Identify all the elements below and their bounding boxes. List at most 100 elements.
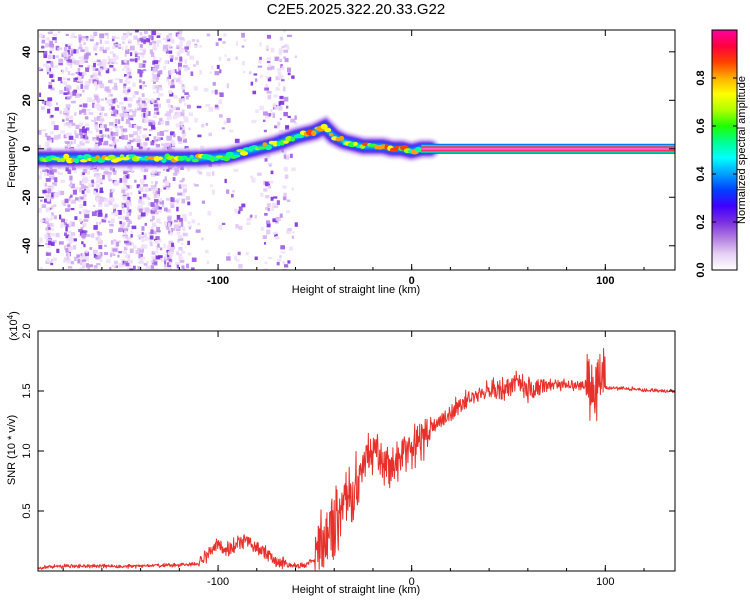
spectrogram-ridge-blob — [185, 157, 191, 162]
spectrogram-speckle-cell — [82, 176, 88, 182]
spectrogram-speckle-cell — [57, 47, 63, 50]
spectrogram-speckle-cell — [109, 51, 114, 54]
spectrogram-speckle-cell — [112, 168, 115, 172]
spectrogram-speckle-cell — [107, 55, 110, 60]
spectrogram-speckle-cell — [274, 125, 279, 129]
spectrogram-speckle-cell — [119, 178, 123, 183]
spectrogram-speckle-cell — [65, 121, 70, 126]
spectrogram-speckle-cell — [108, 107, 112, 111]
spectrogram-speckle-cell — [52, 182, 57, 186]
spectrogram-speckle-cell — [96, 263, 101, 266]
spectrogram-speckle-cell — [88, 183, 92, 188]
spectrogram-speckle-cell — [276, 218, 281, 221]
spectrogram-speckle-cell — [110, 240, 114, 245]
spectrogram-speckle-cell — [115, 110, 119, 115]
spectrogram-speckle-cell — [70, 141, 73, 145]
spectrogram-speckle-cell — [270, 196, 274, 201]
spectrogram-speckle-cell — [156, 35, 161, 38]
spectrogram-speckle-cell — [159, 70, 163, 75]
spectrogram-speckle-cell — [280, 251, 286, 254]
spectrogram-speckle-cell — [66, 252, 70, 258]
spectrogram-speckle-cell — [286, 199, 291, 202]
spectrogram-speckle-cell — [78, 211, 82, 214]
spectrogram-speckle-cell — [246, 218, 252, 222]
spectrogram-speckle-cell — [79, 77, 82, 82]
spectrogram-speckle-cell — [163, 207, 168, 212]
spectrogram-speckle-cell — [116, 242, 120, 247]
spectrogram-speckle-cell — [283, 154, 287, 159]
colorbar-label: Normalized spectral amplitude — [736, 76, 748, 224]
spectrogram-speckle-cell — [60, 179, 65, 183]
spectrogram-speckle-cell — [169, 256, 172, 261]
spectrogram-speckle-cell — [179, 56, 183, 62]
spectrogram-speckle-cell — [206, 172, 211, 177]
spectrogram-speckle-cell — [150, 260, 153, 266]
spectrogram-speckle-cell — [155, 143, 161, 148]
spectrogram-speckle-cell — [179, 46, 182, 51]
spectrogram-speckle-cell — [278, 129, 284, 133]
spectrogram-speckle-cell — [83, 135, 88, 140]
spectrogram-speckle-cell — [70, 62, 75, 65]
spectrogram-speckle-cell — [93, 190, 97, 195]
spectrogram-speckle-cell — [101, 62, 107, 67]
spectrogram-speckle-cell — [84, 251, 89, 256]
spectrogram-speckle-cell — [79, 128, 84, 133]
spectrogram-speckle-cell — [118, 44, 122, 48]
spectrogram-speckle-cell — [176, 46, 180, 49]
spectrogram-speckle-cell — [155, 236, 160, 240]
snr-panel: -100 0 100 0.5 1.0 1.5 2.0 Height of straight… — [6, 311, 676, 596]
spectrogram-speckle-cell — [89, 247, 93, 250]
spectrogram-speckle-cell — [166, 35, 170, 40]
spectrogram-speckle-cell — [78, 34, 82, 40]
spectrogram-speckle-cell — [54, 257, 57, 262]
spectrogram-speckle-cell — [258, 59, 262, 64]
spectrogram-speckle-cell — [94, 77, 99, 81]
spectrogram-speckle-cell — [92, 99, 96, 103]
spectrogram-speckle-cell — [147, 197, 151, 201]
spectrogram-speckle-cell — [142, 244, 148, 249]
spectrogram-speckle-cell — [113, 240, 116, 245]
spectrogram-speckle-cell — [168, 135, 172, 141]
spectrogram-speckle-cell — [154, 199, 159, 203]
spectrogram-speckle-cell — [278, 50, 283, 56]
spectrogram-speckle-cell — [46, 232, 51, 238]
spectrogram-speckle-cell — [214, 105, 220, 110]
spectrogram-speckle-cell — [138, 208, 143, 213]
spectrogram-speckle-cell — [153, 211, 159, 215]
spectrogram-speckle-cell — [52, 55, 56, 59]
spectrogram-speckle-cell — [150, 185, 155, 190]
spectrogram-speckle-cell — [55, 55, 60, 58]
spectrogram-speckle-cell — [279, 255, 282, 259]
spectrogram-speckle-cell — [181, 250, 185, 254]
spectrogram-speckle-cell — [168, 240, 173, 245]
spectrogram-speckle-cell — [60, 130, 65, 134]
spectrogram-speckle-cell — [234, 255, 238, 261]
spectrogram-speckle-cell — [177, 76, 182, 80]
spectrogram-speckle-cell — [176, 71, 181, 75]
spectrogram-speckle-cell — [70, 194, 73, 198]
spectrogram-speckle-cell — [186, 263, 190, 269]
spectrogram-speckle-cell — [79, 218, 82, 223]
spectrogram-ridge-blob — [264, 144, 272, 151]
spectrogram-speckle-cell — [49, 228, 55, 231]
spectrogram-speckle-cell — [181, 265, 185, 269]
spectrogram-speckle-cell — [93, 254, 98, 258]
spectrogram-speckle-cell — [175, 198, 180, 202]
spectrogram-speckle-cell — [75, 71, 79, 75]
spectrogram-speckle-cell — [127, 209, 132, 213]
spectrogram-speckle-cell — [79, 196, 84, 200]
spectrogram-speckle-cell — [194, 184, 199, 187]
spectrogram-speckle-cell — [87, 131, 93, 134]
spectrogram-speckle-cell — [167, 76, 171, 80]
spectrogram-speckle-cell — [49, 233, 55, 237]
spectrogram-speckle-cell — [123, 65, 127, 69]
spectrogram-speckle-cell — [165, 120, 170, 126]
spectrogram-speckle-cell — [97, 255, 102, 259]
spectrogram-speckle-cell — [69, 181, 73, 186]
spectrogram-speckle-cell — [79, 59, 85, 64]
spectrogram-speckle-cell — [266, 229, 271, 235]
spectrogram-speckle-cell — [162, 37, 166, 40]
spectrogram-speckle-cell — [74, 216, 78, 220]
spectrogram-speckle-cell — [157, 40, 161, 44]
spectrogram-speckle-cell — [78, 257, 84, 260]
